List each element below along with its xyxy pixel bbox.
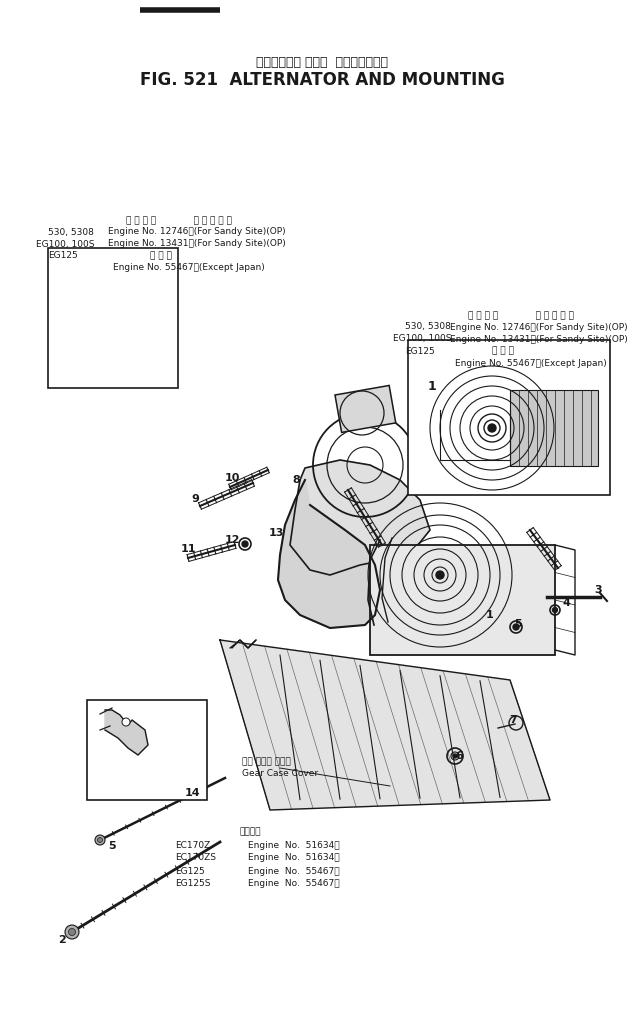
Polygon shape (278, 480, 380, 628)
Text: 適 用 号 機             砂 漠 地 仕 様: 適 用 号 機 砂 漠 地 仕 様 (468, 312, 574, 320)
Text: EC170ZS: EC170ZS (175, 853, 216, 862)
Text: 2: 2 (58, 935, 66, 945)
Text: オルタネータ および  マウンティング: オルタネータ および マウンティング (256, 56, 388, 69)
Polygon shape (290, 460, 430, 575)
Bar (87, 700, 207, 800)
Text: Engine No. 12746～(For Sandy Site)(OP): Engine No. 12746～(For Sandy Site)(OP) (450, 322, 628, 331)
Text: FIG. 521  ALTERNATOR AND MOUNTING: FIG. 521 ALTERNATOR AND MOUNTING (140, 71, 504, 88)
Text: EG100, 100S: EG100, 100S (393, 334, 451, 344)
Text: Engine No. 13431～(For Sandy Site)(OP): Engine No. 13431～(For Sandy Site)(OP) (108, 240, 286, 248)
Circle shape (65, 925, 79, 939)
Circle shape (453, 754, 457, 758)
Text: 5: 5 (514, 619, 522, 629)
Text: Engine No. 13431～(For Sandy Site)(OP): Engine No. 13431～(For Sandy Site)(OP) (450, 334, 628, 344)
Text: EG125S: EG125S (175, 880, 211, 888)
Text: 530, 5308: 530, 5308 (48, 227, 94, 237)
Text: 11: 11 (180, 544, 196, 554)
Bar (510, 390, 598, 466)
Text: EG125: EG125 (405, 347, 435, 355)
Text: 4: 4 (562, 598, 570, 608)
Text: Engine  No.  55467～: Engine No. 55467～ (248, 866, 339, 876)
Text: 9: 9 (191, 494, 199, 504)
FancyArrowPatch shape (544, 594, 548, 601)
Bar (335, 386, 396, 432)
Text: Engine  No.  55467～: Engine No. 55467～ (248, 880, 339, 888)
Text: 海 外 向: 海 外 向 (492, 347, 514, 355)
Text: 12: 12 (224, 535, 240, 545)
Polygon shape (105, 710, 148, 755)
Text: 6: 6 (455, 751, 463, 761)
Text: Engine No. 12746～(For Sandy Site)(OP): Engine No. 12746～(For Sandy Site)(OP) (108, 227, 286, 237)
Text: 適 用 号 機             砂 漠 地 仕 様: 適 用 号 機 砂 漠 地 仕 様 (126, 216, 232, 225)
Circle shape (122, 718, 130, 726)
Text: 適用号機: 適用号機 (240, 827, 261, 837)
Text: 1: 1 (428, 381, 437, 393)
Text: 7: 7 (509, 715, 517, 725)
Text: 3: 3 (594, 586, 601, 595)
Circle shape (488, 424, 496, 432)
Text: Engine  No.  51634～: Engine No. 51634～ (248, 853, 339, 862)
Text: Engine No. 55467～(Except Japan): Engine No. 55467～(Except Japan) (113, 263, 265, 273)
Text: 10: 10 (224, 473, 240, 483)
Text: 530, 5308: 530, 5308 (405, 322, 451, 331)
Circle shape (242, 541, 248, 547)
Circle shape (553, 607, 558, 612)
Text: 8: 8 (292, 475, 300, 485)
Circle shape (68, 928, 75, 935)
Text: EG125: EG125 (175, 866, 205, 876)
Text: Gear Case Cover: Gear Case Cover (242, 770, 318, 779)
Circle shape (95, 835, 105, 845)
Text: EG100, 100S: EG100, 100S (36, 240, 95, 248)
Text: EG125: EG125 (48, 251, 78, 260)
Text: EC170Z: EC170Z (175, 841, 210, 850)
Text: 海 外 向: 海 外 向 (150, 251, 172, 260)
Circle shape (513, 624, 519, 630)
Bar (48, 248, 178, 388)
Bar (370, 545, 555, 655)
Text: 13: 13 (269, 528, 284, 538)
Text: 5: 5 (108, 841, 116, 851)
Circle shape (97, 838, 102, 843)
Bar (408, 340, 610, 495)
Text: Engine  No.  51634～: Engine No. 51634～ (248, 841, 339, 850)
Bar (510, 390, 598, 466)
Text: 14: 14 (185, 788, 201, 799)
Circle shape (436, 571, 444, 579)
Text: ギヤ ケース カバー: ギヤ ケース カバー (242, 757, 290, 767)
Text: 1: 1 (486, 610, 494, 620)
Polygon shape (220, 640, 550, 810)
Text: Engine No. 55467～(Except Japan): Engine No. 55467～(Except Japan) (455, 358, 607, 367)
